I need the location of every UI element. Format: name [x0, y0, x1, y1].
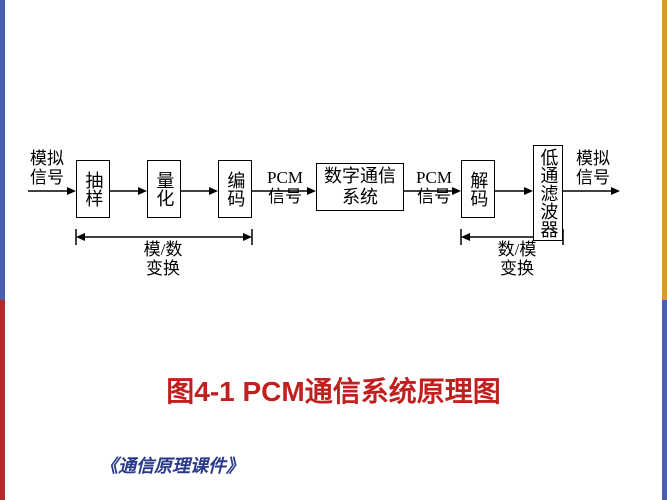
- label-l_pcm1: PCM 信号: [257, 169, 313, 206]
- pcm-block-diagram: 抽样量化编码数字通信 系统解码低通滤波器模拟 信号PCM 信号PCM 信号模拟 …: [20, 145, 647, 305]
- label-l_da: 数/模 变换: [482, 241, 552, 278]
- left-stripe: [0, 0, 5, 500]
- label-l_analog_out: 模拟 信号: [572, 150, 614, 187]
- block-encode: 编码: [218, 160, 252, 218]
- label-l_ad: 模/数 变换: [128, 241, 198, 278]
- right-stripe-top: [662, 0, 667, 300]
- right-stripe: [662, 0, 667, 500]
- block-quantize: 量化: [147, 160, 181, 218]
- block-decode: 解码: [461, 160, 495, 218]
- left-stripe-top: [0, 0, 5, 300]
- block-digital: 数字通信 系统: [316, 163, 404, 211]
- label-l_analog_in: 模拟 信号: [26, 150, 68, 187]
- block-lpf: 低通滤波器: [533, 145, 563, 241]
- label-l_pcm2: PCM 信号: [409, 169, 459, 206]
- footer-text: 《通信原理课件》: [100, 452, 244, 478]
- figure-title-text: 图4-1 PCM通信系统原理图: [166, 376, 500, 407]
- block-sample: 抽样: [76, 160, 110, 218]
- figure-title: 图4-1 PCM通信系统原理图: [0, 370, 667, 410]
